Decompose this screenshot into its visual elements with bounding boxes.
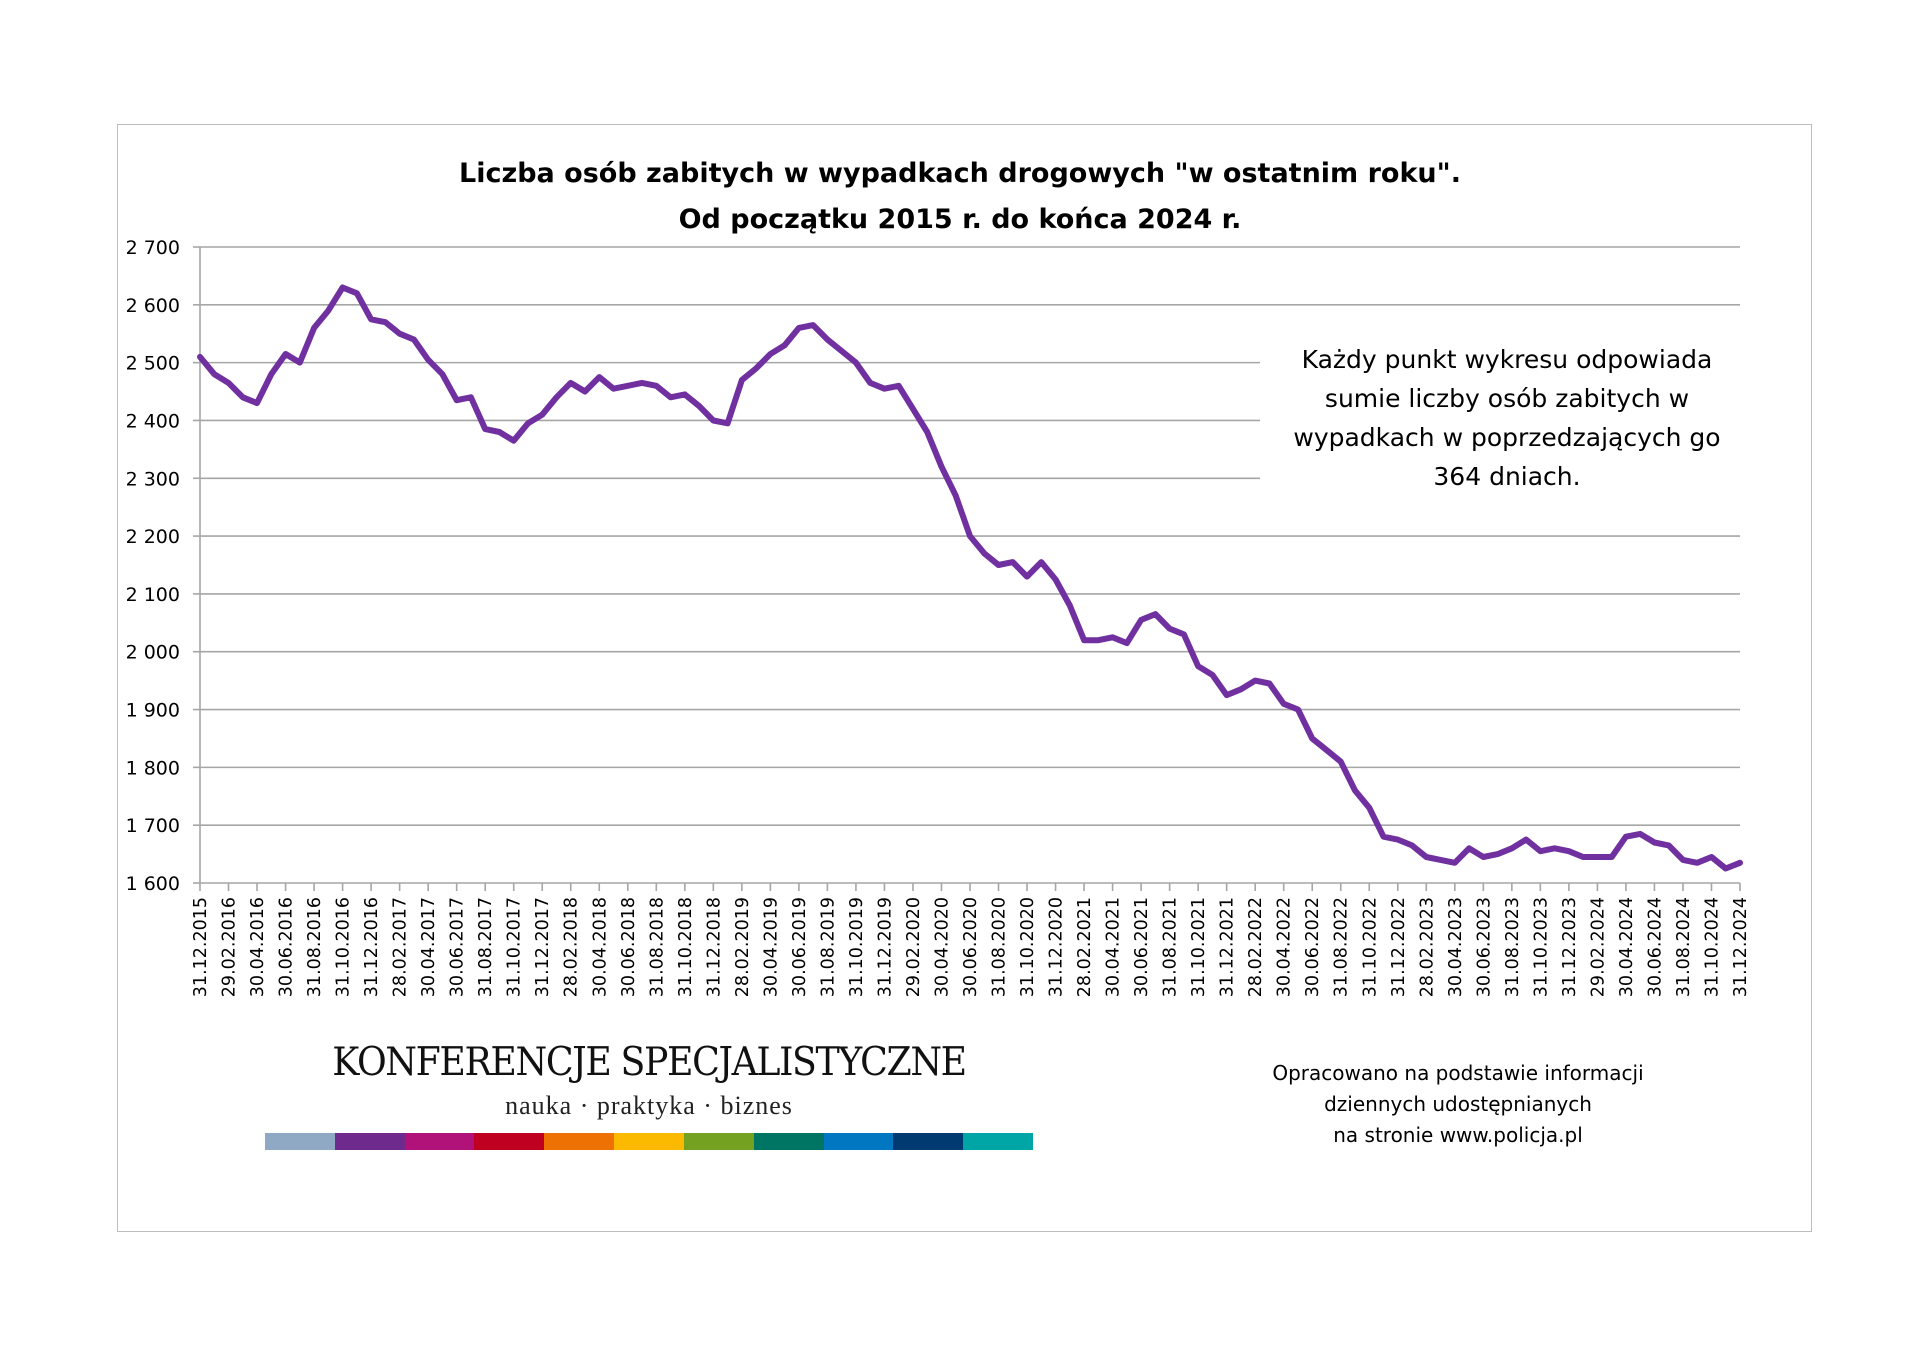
logo-color-segment bbox=[963, 1133, 1033, 1150]
x-tick-label: 31.12.2023 bbox=[1560, 897, 1580, 997]
chart-title-line-2: Od początku 2015 r. do końca 2024 r. bbox=[678, 204, 1242, 235]
x-tick-label: 30.04.2021 bbox=[1104, 897, 1124, 997]
x-tick-label: 31.08.2018 bbox=[647, 897, 667, 997]
source-line: dziennych udostępnianych bbox=[1324, 1092, 1592, 1116]
y-tick-label: 2 500 bbox=[126, 353, 180, 375]
x-tick-label: 28.02.2019 bbox=[733, 897, 753, 997]
x-tick-label: 31.12.2022 bbox=[1389, 897, 1409, 997]
y-tick-label: 2 400 bbox=[126, 410, 180, 432]
x-tick-label: 31.10.2016 bbox=[334, 897, 354, 997]
logo-color-segment bbox=[893, 1133, 964, 1150]
x-tick-label: 31.12.2024 bbox=[1731, 897, 1751, 997]
x-tick-label: 31.10.2023 bbox=[1531, 897, 1551, 997]
x-tick-label: 31.10.2020 bbox=[1018, 897, 1038, 997]
annotation-line: wypadkach w poprzedzających go bbox=[1293, 423, 1721, 452]
x-tick-label: 30.06.2017 bbox=[448, 897, 468, 997]
x-tick-label: 30.06.2021 bbox=[1132, 897, 1152, 997]
annotation-line: 364 dniach. bbox=[1433, 462, 1581, 491]
y-tick-label: 2 700 bbox=[126, 237, 180, 259]
x-tick-label: 29.02.2020 bbox=[904, 897, 924, 997]
x-tick-label: 30.06.2022 bbox=[1303, 897, 1323, 997]
source-line: Opracowano na podstawie informacji bbox=[1272, 1061, 1644, 1085]
x-tick-label: 28.02.2023 bbox=[1417, 897, 1437, 997]
x-tick-label: 30.06.2024 bbox=[1645, 897, 1665, 997]
logo: KONFERENCJE SPECJALISTYCZNE nauka · prak… bbox=[265, 1040, 1033, 1150]
x-tick-label: 31.10.2021 bbox=[1189, 897, 1209, 997]
x-tick-label: 31.10.2018 bbox=[676, 897, 696, 997]
x-tick-label: 30.04.2022 bbox=[1275, 897, 1295, 997]
x-tick-label: 30.04.2016 bbox=[248, 897, 268, 997]
chart-annotation: Każdy punkt wykresu odpowiada sumie licz… bbox=[1262, 340, 1752, 496]
x-tick-label: 30.06.2020 bbox=[961, 897, 981, 997]
y-tick-label: 2 600 bbox=[126, 295, 180, 317]
x-tick-label: 28.02.2017 bbox=[391, 897, 411, 997]
x-tick-label: 31.10.2019 bbox=[847, 897, 867, 997]
logo-color-segment bbox=[823, 1133, 894, 1150]
y-tick-label: 2 000 bbox=[126, 642, 180, 664]
x-tick-label: 31.10.2024 bbox=[1702, 897, 1722, 997]
annotation-line: sumie liczby osób zabitych w bbox=[1324, 384, 1690, 413]
x-tick-label: 30.06.2023 bbox=[1474, 897, 1494, 997]
chart-title-line-1: Liczba osób zabitych w wypadkach drogowy… bbox=[459, 158, 1461, 189]
x-tick-label: 31.08.2024 bbox=[1674, 897, 1694, 997]
series-line bbox=[197, 284, 1743, 872]
logo-color-segment bbox=[544, 1133, 615, 1150]
x-tick-label: 31.12.2021 bbox=[1218, 897, 1238, 997]
x-tick-label: 31.08.2023 bbox=[1503, 897, 1523, 997]
x-tick-label: 30.06.2018 bbox=[619, 897, 639, 997]
y-tick-label: 1 600 bbox=[126, 873, 180, 895]
x-tick-label: 31.12.2016 bbox=[362, 897, 382, 997]
logo-color-segment bbox=[404, 1133, 475, 1150]
source-line: na stronie www.policja.pl bbox=[1333, 1123, 1583, 1147]
x-tick-label: 30.04.2024 bbox=[1617, 897, 1637, 997]
logo-color-segment bbox=[614, 1133, 684, 1150]
x-tick-label: 29.02.2024 bbox=[1588, 897, 1608, 997]
x-tick-label: 30.06.2016 bbox=[277, 897, 297, 997]
logo-color-segment bbox=[265, 1133, 335, 1150]
x-tick-label: 31.12.2017 bbox=[533, 897, 553, 997]
y-tick-label: 1 800 bbox=[126, 757, 180, 779]
x-tick-label: 31.12.2015 bbox=[191, 897, 211, 997]
x-tick-label: 31.08.2021 bbox=[1161, 897, 1181, 997]
annotation-line: Każdy punkt wykresu odpowiada bbox=[1301, 345, 1713, 374]
logo-color-segment bbox=[683, 1133, 754, 1150]
logo-color-segment bbox=[474, 1133, 545, 1150]
x-tick-label: 31.08.2020 bbox=[990, 897, 1010, 997]
x-tick-label: 30.04.2018 bbox=[590, 897, 610, 997]
x-tick-label: 30.04.2019 bbox=[761, 897, 781, 997]
y-tick-label: 2 100 bbox=[126, 584, 180, 606]
x-tick-label: 31.08.2016 bbox=[305, 897, 325, 997]
x-tick-label: 31.12.2019 bbox=[875, 897, 895, 997]
x-tick-label: 28.02.2021 bbox=[1075, 897, 1095, 997]
logo-tagline: nauka · praktyka · biznes bbox=[505, 1091, 793, 1120]
logo-name: KONFERENCJE SPECJALISTYCZNE bbox=[332, 1040, 967, 1085]
x-tick-label: 28.02.2022 bbox=[1246, 897, 1266, 997]
x-tick-label: 31.10.2017 bbox=[505, 897, 525, 997]
y-tick-label: 1 900 bbox=[126, 700, 180, 722]
y-tick-label: 1 700 bbox=[126, 815, 180, 837]
source-note: Opracowano na podstawie informacji dzien… bbox=[1218, 1058, 1698, 1151]
y-tick-label: 2 200 bbox=[126, 526, 180, 548]
logo-color-bar bbox=[265, 1133, 1033, 1150]
x-tick-label: 28.02.2018 bbox=[562, 897, 582, 997]
x-tick-label: 29.02.2016 bbox=[220, 897, 240, 997]
logo-color-segment bbox=[753, 1133, 824, 1150]
x-tick-label: 31.10.2022 bbox=[1360, 897, 1380, 997]
x-tick-label: 31.12.2020 bbox=[1047, 897, 1067, 997]
x-tick-label: 31.08.2017 bbox=[476, 897, 496, 997]
x-tick-label: 30.04.2017 bbox=[419, 897, 439, 997]
chart-frame bbox=[117, 124, 1812, 1232]
logo-color-segment bbox=[334, 1133, 405, 1150]
x-tick-label: 30.06.2019 bbox=[790, 897, 810, 997]
x-tick-label: 31.08.2022 bbox=[1332, 897, 1352, 997]
x-tick-label: 31.12.2018 bbox=[704, 897, 724, 997]
x-tick-label: 30.04.2020 bbox=[932, 897, 952, 997]
x-tick-label: 31.08.2019 bbox=[818, 897, 838, 997]
x-tick-label: 30.04.2023 bbox=[1446, 897, 1466, 997]
y-tick-label: 2 300 bbox=[126, 468, 180, 490]
